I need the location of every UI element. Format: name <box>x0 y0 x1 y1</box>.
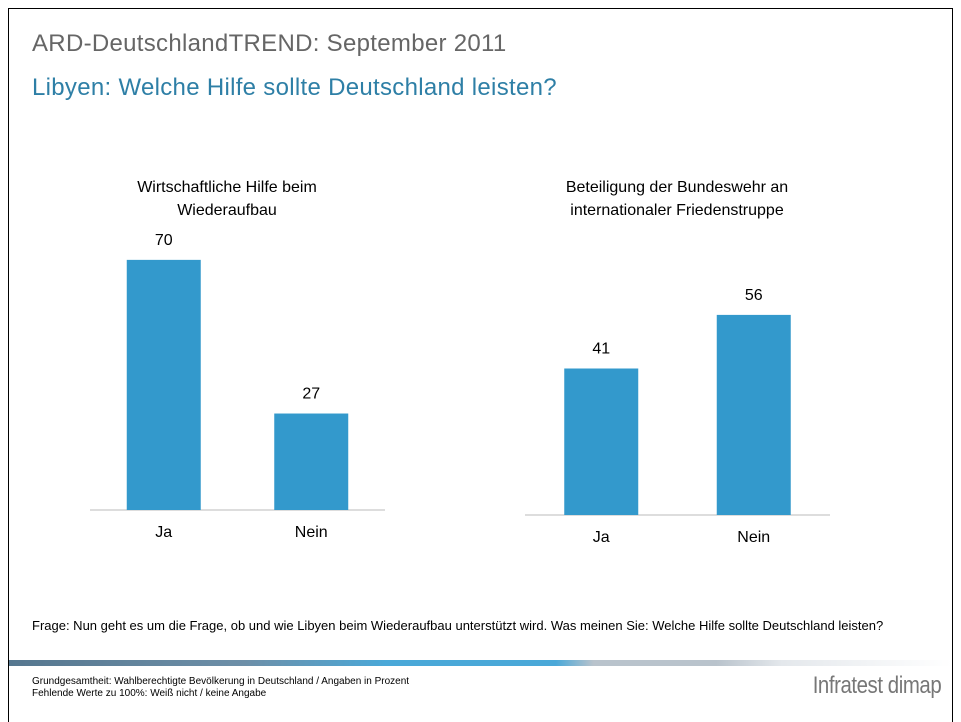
bar <box>126 259 201 510</box>
footer-band <box>9 660 952 666</box>
footnote: Grundgesamtheit: Wahlberechtigte Bevölke… <box>32 676 410 687</box>
chart-title: Beteiligung der Bundeswehr an <box>566 179 788 196</box>
bar <box>274 413 349 510</box>
value-label: 27 <box>302 386 320 403</box>
footnote: Fehlende Werte zu 100%: Weiß nicht / kei… <box>32 688 267 699</box>
charts: Wirtschaftliche Hilfe beim Wiederaufbau70… <box>90 179 830 546</box>
chart-title: Wiederaufbau <box>177 202 277 219</box>
x-tick-label: Ja <box>155 524 172 541</box>
slide-subtitle: Libyen: Welche Hilfe sollte Deutschland … <box>32 74 557 101</box>
logo: Infratest dimap <box>812 672 941 699</box>
slide-title: ARD-DeutschlandTREND: September 2011 <box>32 30 507 57</box>
chart-title: internationaler Friedenstruppe <box>570 202 784 219</box>
bar <box>716 314 791 515</box>
chart-title: Wirtschaftliche Hilfe beim <box>137 179 317 196</box>
x-tick-label: Ja <box>593 529 610 546</box>
value-label: 70 <box>155 232 173 249</box>
question: Frage: Nun geht es um die Frage, ob und … <box>32 618 884 633</box>
x-tick-label: Nein <box>737 529 770 546</box>
value-label: 41 <box>592 341 610 358</box>
x-tick-label: Nein <box>295 524 328 541</box>
value-label: 56 <box>745 287 763 304</box>
frame <box>8 8 953 722</box>
bar <box>564 368 639 515</box>
